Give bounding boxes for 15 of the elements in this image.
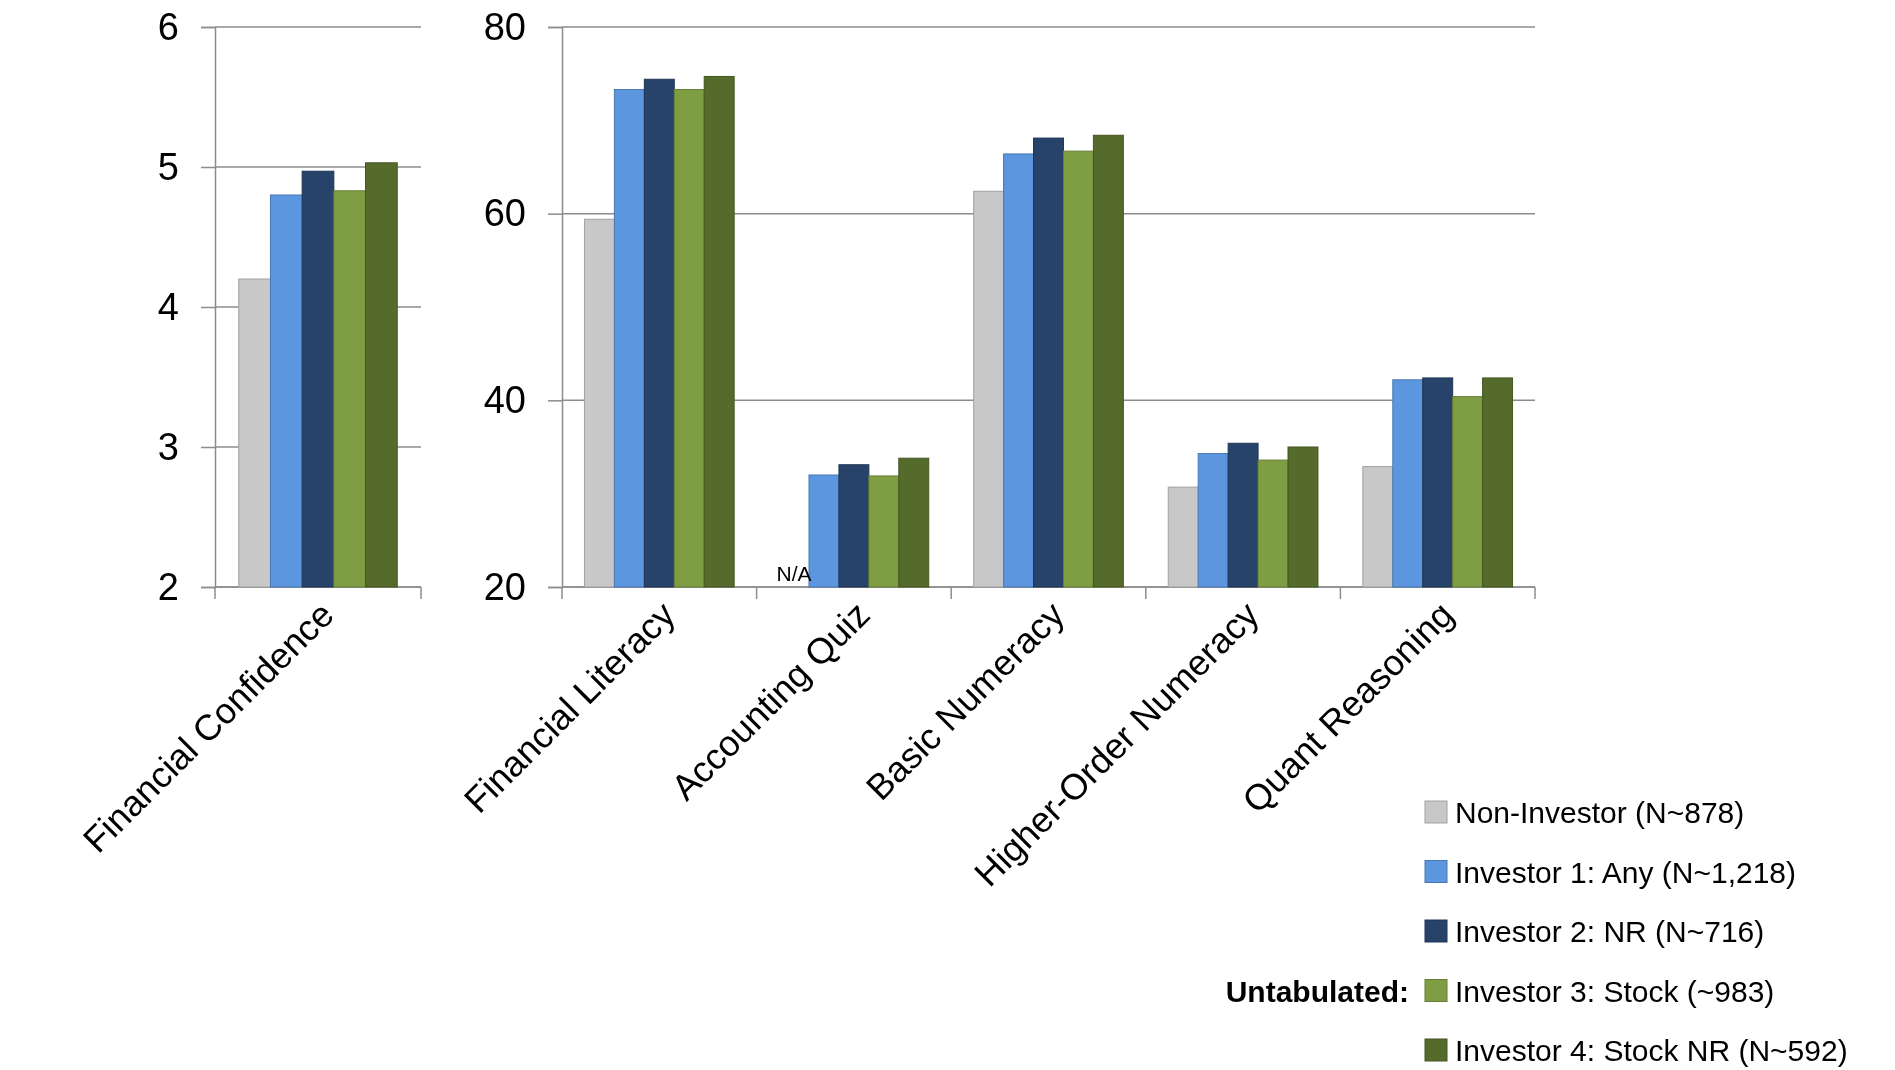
y-tick-label: 40 — [483, 378, 526, 421]
text: Untabulated: — [1225, 974, 1409, 1008]
legend-label: Investor 4: Stock NR (N~592) — [1455, 1034, 1848, 1067]
y-tick-label: 3 — [157, 425, 179, 468]
legend-label: Investor 1: Any (N~1,218) — [1455, 855, 1797, 889]
y-tick-label: 20 — [483, 565, 526, 608]
legend-label: Investor 3: Stock (~983) — [1455, 974, 1775, 1008]
y-tick-label: 6 — [157, 5, 179, 48]
y-tick-label: 4 — [157, 285, 179, 328]
legend-label: Non-Investor (N~878) — [1455, 796, 1745, 829]
y-tick-label: 5 — [157, 145, 179, 188]
legend-label: Investor 2: NR (N~716) — [1455, 915, 1765, 948]
y-tick-label: 60 — [483, 192, 526, 235]
y-tick-label: 2 — [157, 565, 179, 608]
y-tick-label: 80 — [483, 5, 526, 48]
